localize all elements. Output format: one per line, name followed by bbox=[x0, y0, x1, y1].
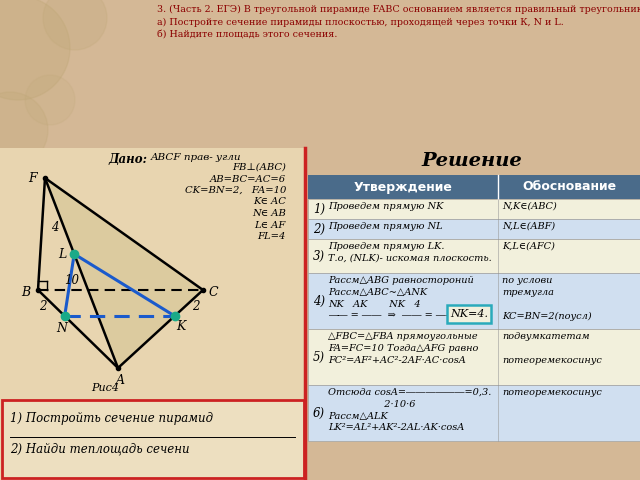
Text: Решение: Решение bbox=[422, 152, 522, 170]
Circle shape bbox=[25, 75, 75, 125]
FancyBboxPatch shape bbox=[447, 305, 491, 323]
Bar bbox=[308, 239, 640, 273]
Text: потеоремекосинус: потеоремекосинус bbox=[502, 388, 602, 397]
Polygon shape bbox=[45, 178, 203, 368]
Text: K,L∈(AFC): K,L∈(AFC) bbox=[502, 242, 555, 251]
Text: N,L∈(ABF): N,L∈(ABF) bbox=[502, 222, 555, 231]
Text: 2: 2 bbox=[38, 300, 46, 312]
Text: Утверждение: Утверждение bbox=[353, 180, 452, 193]
Text: 3. (Часть 2. ЕГЭ) В треугольной пирамиде FABC основанием является правильный тре: 3. (Часть 2. ЕГЭ) В треугольной пирамиде… bbox=[157, 5, 640, 40]
Text: 2): 2) bbox=[313, 223, 325, 236]
Text: L: L bbox=[58, 248, 67, 261]
Text: Проведем прямую LK.
Т.о, (NLK)- искомая плоскость.: Проведем прямую LK. Т.о, (NLK)- искомая … bbox=[328, 242, 492, 263]
Text: L∈ AF: L∈ AF bbox=[255, 220, 286, 229]
Text: FL=4: FL=4 bbox=[258, 232, 286, 241]
Text: Проведем прямую NK: Проведем прямую NK bbox=[328, 202, 444, 211]
Text: Обоснование: Обоснование bbox=[522, 180, 616, 193]
Text: 1): 1) bbox=[313, 203, 325, 216]
Text: N,K∈(ABC): N,K∈(ABC) bbox=[502, 202, 557, 211]
Text: A: A bbox=[115, 373, 125, 386]
Circle shape bbox=[0, 92, 48, 168]
Text: 10: 10 bbox=[65, 274, 79, 287]
Text: B: B bbox=[21, 287, 31, 300]
Text: по услови
тремугла

KC=BN=2(поусл): по услови тремугла KC=BN=2(поусл) bbox=[502, 276, 591, 321]
Text: Отсюда cosA=――――――=0,3.
                  2·10·6
Рассм△ALK
LK²=AL²+AK²-2AL·AK·co: Отсюда cosA=――――――=0,3. 2·10·6 Рассм△ALK… bbox=[328, 388, 492, 432]
Text: подвумкатетам

потеоремекосинус: подвумкатетам потеоремекосинус bbox=[502, 332, 602, 365]
Bar bbox=[308, 385, 640, 441]
Text: N: N bbox=[56, 322, 67, 335]
Bar bbox=[308, 219, 640, 239]
Text: AB=BC=AC=6: AB=BC=AC=6 bbox=[210, 175, 286, 183]
Text: Проведем прямую NL: Проведем прямую NL bbox=[328, 222, 443, 231]
Text: K: K bbox=[176, 320, 186, 333]
Text: 2) Найди теплощадь сечени: 2) Найди теплощадь сечени bbox=[10, 442, 189, 455]
Text: K∈ AC: K∈ AC bbox=[253, 197, 286, 206]
Bar bbox=[308, 175, 640, 199]
Text: 2: 2 bbox=[192, 300, 200, 312]
Text: ABCF прав- угли: ABCF прав- угли bbox=[151, 153, 241, 162]
Text: 1) Постройть сечение пирамид: 1) Постройть сечение пирамид bbox=[10, 412, 213, 425]
Text: FB⊥(ABC): FB⊥(ABC) bbox=[232, 163, 286, 172]
Text: 5): 5) bbox=[313, 350, 325, 363]
Text: F: F bbox=[29, 171, 37, 184]
Text: NK=4.: NK=4. bbox=[450, 309, 488, 319]
Text: 4): 4) bbox=[313, 295, 325, 308]
Text: 4: 4 bbox=[51, 221, 59, 234]
Bar bbox=[308, 329, 640, 385]
Text: Рис4: Рис4 bbox=[91, 383, 119, 393]
Text: N∈ AB: N∈ AB bbox=[252, 209, 286, 218]
Text: Рассм△ABG равностороний
Рассм△ABC~△ANK
NK   AK       NK   4
―― = ――  ⇒  ―― = ―― : Рассм△ABG равностороний Рассм△ABC~△ANK N… bbox=[328, 276, 474, 321]
Text: C: C bbox=[208, 287, 218, 300]
Text: △FBC=△FBA прямоугольные
FA=FC=10 Тогда△AFG равно
FC²=AF²+AC²-2AF·AC·cosA: △FBC=△FBA прямоугольные FA=FC=10 Тогда△A… bbox=[328, 332, 478, 365]
Text: Дано:: Дано: bbox=[108, 153, 147, 166]
Text: 3): 3) bbox=[313, 250, 325, 263]
Bar bbox=[2, 400, 304, 478]
Bar bbox=[308, 273, 640, 329]
Circle shape bbox=[0, 0, 70, 100]
Text: 6): 6) bbox=[313, 407, 325, 420]
Circle shape bbox=[43, 0, 107, 50]
Text: CK=BN=2,   FA=10: CK=BN=2, FA=10 bbox=[184, 186, 286, 195]
Bar bbox=[308, 199, 640, 219]
Bar bbox=[0, 148, 305, 480]
